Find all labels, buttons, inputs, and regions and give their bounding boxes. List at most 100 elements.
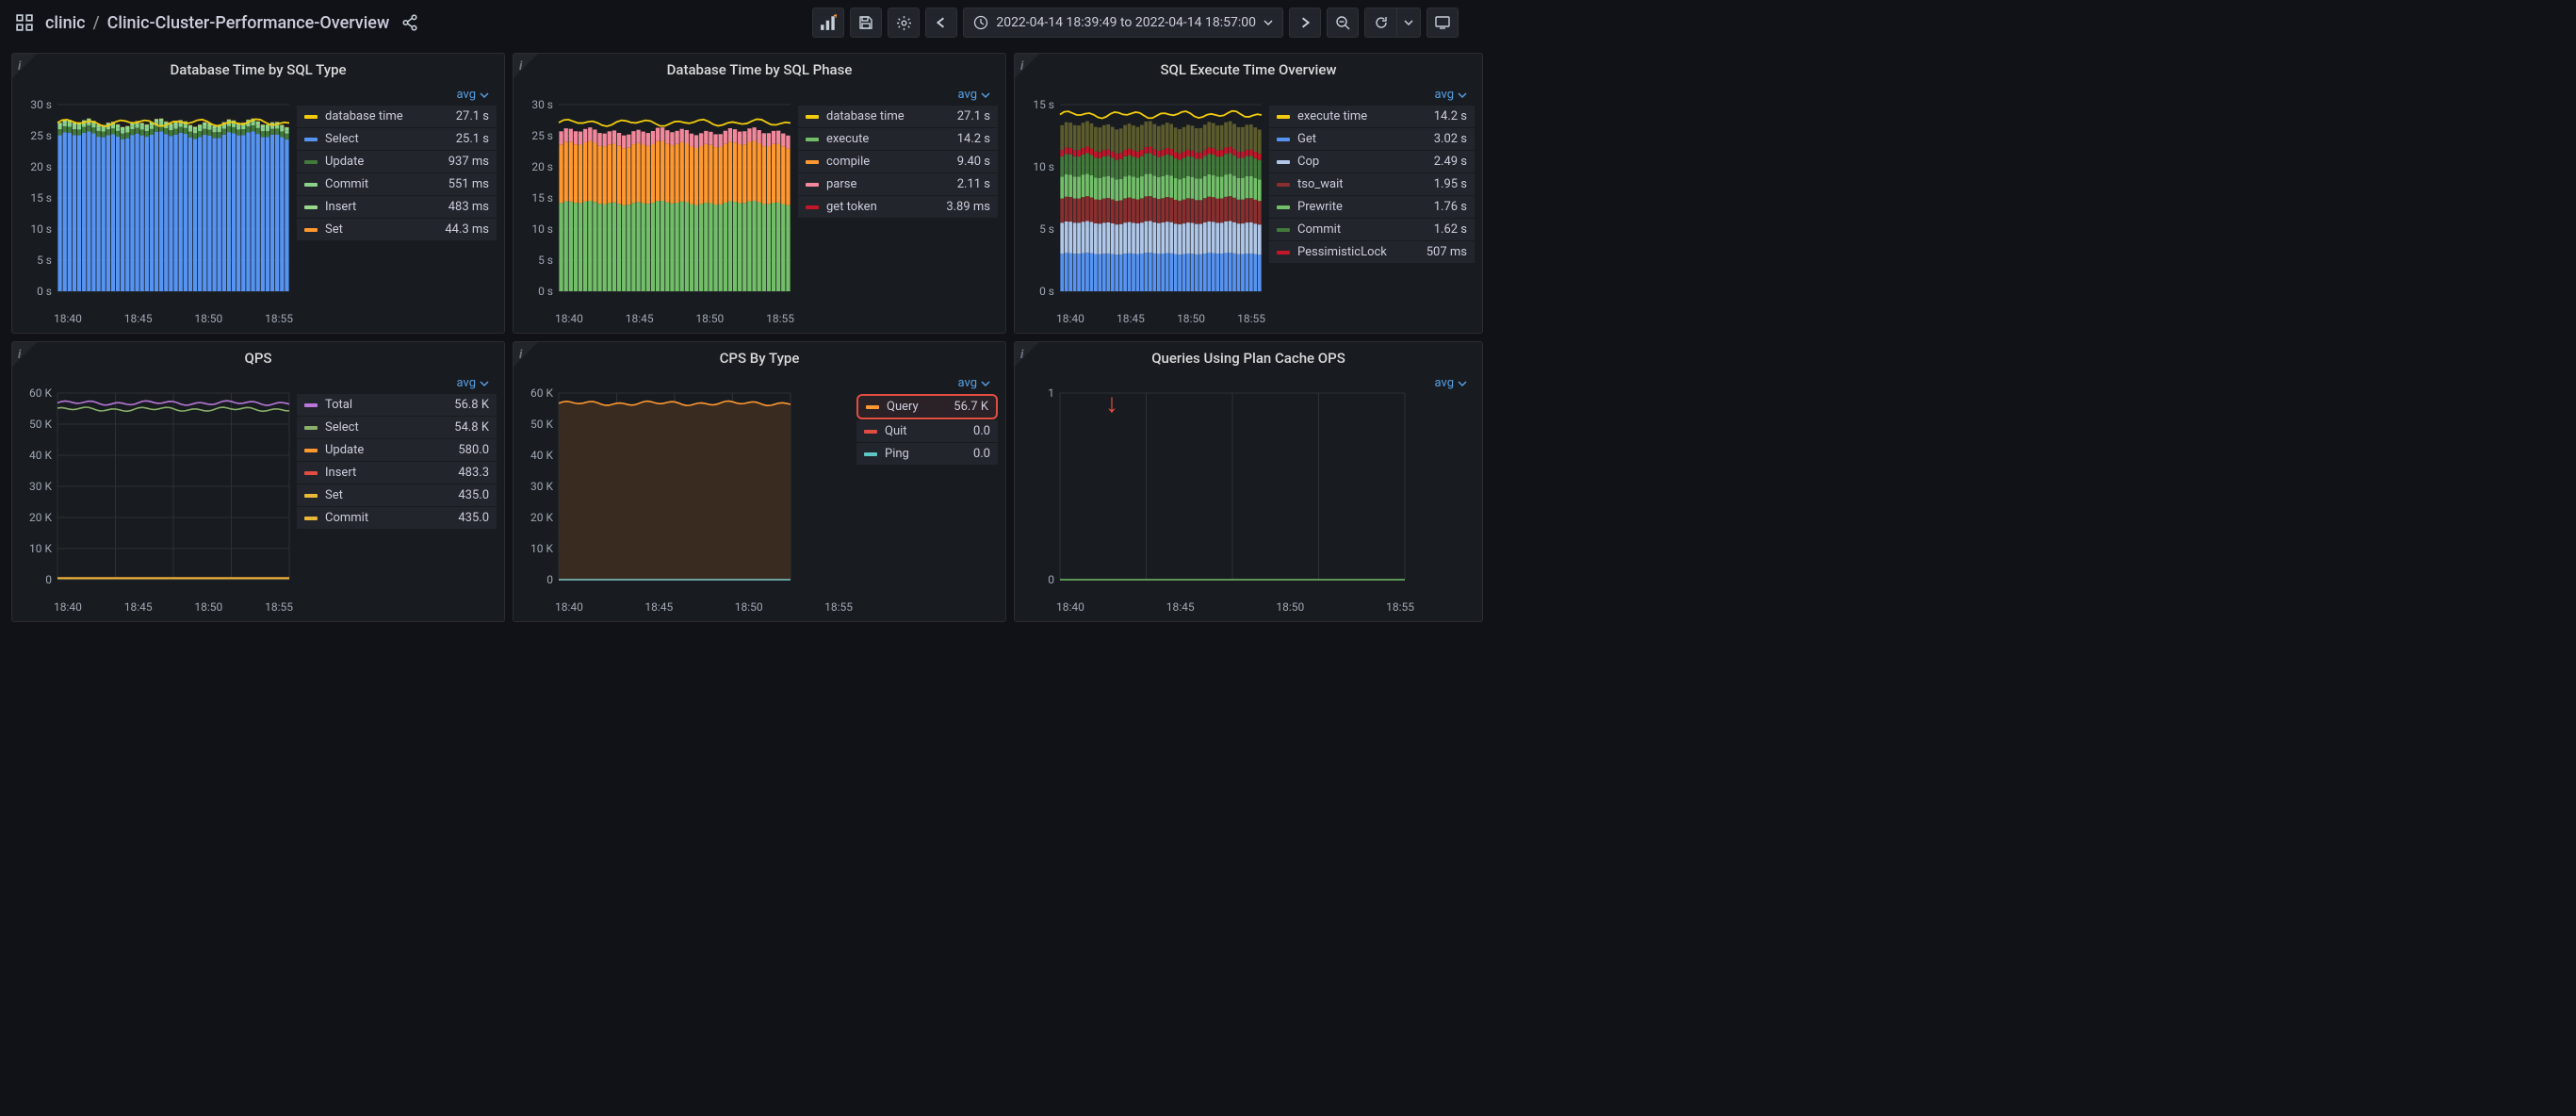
legend-mode-toggle[interactable]: avg [297, 86, 497, 106]
chart[interactable]: 0 s5 s10 s15 s20 s25 s30 s [20, 86, 293, 308]
legend-item[interactable]: database time27.1 s [798, 106, 998, 127]
legend-item[interactable]: Insert483 ms [297, 196, 497, 218]
chart[interactable]: 01 [1022, 374, 1409, 597]
legend-item[interactable]: Ping0.0 [856, 443, 998, 465]
legend-item[interactable]: Prewrite1.76 s [1269, 196, 1475, 218]
breadcrumb: clinic / Clinic-Cluster-Performance-Over… [45, 13, 389, 33]
legend-item[interactable]: compile9.40 s [798, 151, 998, 172]
panel-db-time-sql-type: iDatabase Time by SQL Type 0 s5 s10 s15 s… [11, 53, 505, 334]
legend-item[interactable]: execute time14.2 s [1269, 106, 1475, 127]
svg-text:0 s: 0 s [1039, 285, 1054, 298]
panel-title: Database Time by SQL Type [12, 54, 504, 82]
time-prev-button[interactable] [925, 8, 957, 38]
legend-mode-toggle[interactable]: avg [856, 374, 998, 394]
legend-value: 483 ms [448, 200, 489, 214]
svg-text:0: 0 [45, 573, 52, 586]
legend-swatch [1277, 228, 1290, 232]
svg-text:10 s: 10 s [531, 222, 553, 236]
legend-value: 2.49 s [1434, 155, 1467, 169]
svg-text:15 s: 15 s [531, 191, 553, 205]
legend-item[interactable]: execute14.2 s [798, 128, 998, 150]
legend-item[interactable]: Quit0.0 [856, 420, 998, 442]
legend-value: 25.1 s [456, 132, 489, 146]
legend-label: Select [325, 420, 447, 435]
time-range-text: 2022-04-14 18:39:49 to 2022-04-14 18:57:… [996, 15, 1256, 30]
add-panel-button[interactable]: + [812, 8, 844, 38]
time-next-button[interactable] [1289, 8, 1321, 38]
legend-swatch [304, 494, 318, 498]
legend-label: Set [325, 222, 437, 237]
panel-info-icon[interactable]: i [18, 59, 21, 74]
legend-item[interactable]: get token3.89 ms [798, 196, 998, 218]
legend-item[interactable]: Commit551 ms [297, 173, 497, 195]
legend-label: tso_wait [1297, 177, 1427, 191]
zoom-out-button[interactable] [1327, 8, 1359, 38]
refresh-interval-button[interactable] [1396, 8, 1421, 38]
legend-swatch [1277, 138, 1290, 141]
legend-mode-toggle[interactable]: avg [1269, 86, 1475, 106]
panel-title: QPS [12, 342, 504, 370]
legend-mode-toggle[interactable]: avg [1418, 374, 1475, 394]
legend-label: Cop [1297, 155, 1427, 169]
svg-text:10 K: 10 K [29, 542, 52, 555]
panel-info-icon[interactable]: i [18, 348, 21, 362]
legend-item[interactable]: Select54.8 K [297, 417, 497, 438]
legend-item[interactable]: Select25.1 s [297, 128, 497, 150]
legend-item[interactable]: Total56.8 K [297, 394, 497, 416]
legend-label: Commit [325, 511, 450, 525]
legend-swatch [304, 403, 318, 407]
legend-swatch [1277, 183, 1290, 187]
legend-item[interactable]: Set435.0 [297, 484, 497, 506]
legend-swatch [864, 430, 877, 434]
legend-item[interactable]: tso_wait1.95 s [1269, 173, 1475, 195]
legend-item[interactable]: parse2.11 s [798, 173, 998, 195]
chart[interactable]: 0 s5 s10 s15 s [1022, 86, 1265, 308]
legend-item[interactable]: PessimisticLock507 ms [1269, 241, 1475, 263]
legend-item[interactable]: Get3.02 s [1269, 128, 1475, 150]
legend-item[interactable]: Update937 ms [297, 151, 497, 172]
panel-plan-cache-ops: iQueries Using Plan Cache OPS0118:4018:4… [1014, 341, 1483, 622]
settings-button[interactable] [888, 8, 920, 38]
legend-label: Prewrite [1297, 200, 1427, 214]
legend-label: Set [325, 488, 450, 502]
view-mode-button[interactable] [1427, 8, 1459, 38]
legend-swatch [866, 405, 879, 409]
legend-mode-toggle[interactable]: avg [798, 86, 998, 106]
legend-item[interactable]: Commit435.0 [297, 507, 497, 529]
breadcrumb-folder[interactable]: clinic [45, 13, 86, 33]
svg-text:30 s: 30 s [531, 98, 553, 111]
legend-item[interactable]: Query56.7 K [856, 394, 998, 419]
chart[interactable]: 0 s5 s10 s15 s20 s25 s30 s [521, 86, 794, 308]
breadcrumb-dashboard[interactable]: Clinic-Cluster-Performance-Overview [107, 13, 390, 33]
legend-item[interactable]: Update580.0 [297, 439, 497, 461]
legend-swatch [806, 160, 819, 164]
chart-xaxis: 18:4018:4518:5018:55 [521, 597, 853, 614]
svg-text:20 s: 20 s [30, 160, 52, 173]
svg-text:60 K: 60 K [29, 386, 52, 400]
refresh-button[interactable] [1364, 8, 1396, 38]
svg-text:25 s: 25 s [531, 129, 553, 142]
panel-qps: iQPS010 K20 K30 K40 K50 K60 K18:4018:451… [11, 341, 505, 622]
chart[interactable]: 010 K20 K30 K40 K50 K60 K [20, 374, 293, 597]
share-icon[interactable] [397, 9, 423, 36]
legend-item[interactable]: Set44.3 ms [297, 219, 497, 240]
legend-mode-toggle[interactable]: avg [297, 374, 497, 394]
chevron-down-icon [1264, 18, 1273, 27]
time-range-picker[interactable]: 2022-04-14 18:39:49 to 2022-04-14 18:57:… [963, 8, 1283, 38]
dashboards-icon[interactable] [11, 9, 38, 36]
legend-value: 9.40 s [957, 155, 990, 169]
legend-item[interactable]: Cop 2.49 s [1269, 151, 1475, 172]
legend-swatch [304, 471, 318, 475]
legend-item[interactable]: Commit1.62 s [1269, 219, 1475, 240]
legend-item[interactable]: database time27.1 s [297, 106, 497, 127]
legend-label: Commit [1297, 222, 1427, 237]
legend-label: PessimisticLock [1297, 245, 1419, 259]
legend-item[interactable]: Insert483.3 [297, 462, 497, 484]
panel-info-icon[interactable]: i [1020, 59, 1023, 74]
panel-info-icon[interactable]: i [1020, 348, 1023, 362]
svg-text:10 s: 10 s [30, 222, 52, 236]
panel-info-icon[interactable]: i [519, 59, 522, 74]
save-button[interactable] [850, 8, 882, 38]
chart[interactable]: 010 K20 K30 K40 K50 K60 K [521, 374, 794, 597]
panel-info-icon[interactable]: i [519, 348, 522, 362]
